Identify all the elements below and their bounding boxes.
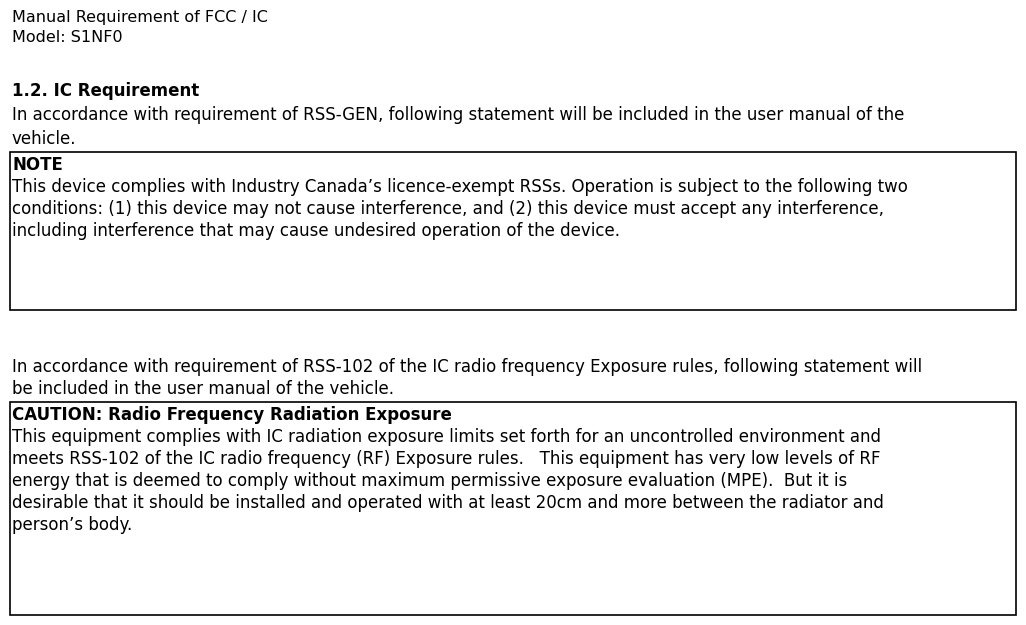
Bar (10, 402, 1016, 615)
Bar (10, 152, 1016, 310)
Text: Manual Requirement of FCC / IC: Manual Requirement of FCC / IC (12, 10, 268, 25)
Text: conditions: (1) this device may not cause interference, and (2) this device must: conditions: (1) this device may not caus… (12, 200, 884, 218)
Text: vehicle.: vehicle. (12, 130, 77, 148)
Text: In accordance with requirement of RSS-102 of the IC radio frequency Exposure rul: In accordance with requirement of RSS-10… (12, 358, 922, 376)
Text: This device complies with Industry Canada’s licence-exempt RSSs. Operation is su: This device complies with Industry Canad… (12, 178, 908, 196)
Text: be included in the user manual of the vehicle.: be included in the user manual of the ve… (12, 380, 394, 398)
Text: energy that is deemed to comply without maximum permissive exposure evaluation (: energy that is deemed to comply without … (12, 472, 847, 490)
Text: including interference that may cause undesired operation of the device.: including interference that may cause un… (12, 222, 620, 240)
Text: person’s body.: person’s body. (12, 516, 132, 534)
Text: CAUTION: Radio Frequency Radiation Exposure: CAUTION: Radio Frequency Radiation Expos… (12, 406, 451, 424)
Text: This equipment complies with IC radiation exposure limits set forth for an uncon: This equipment complies with IC radiatio… (12, 428, 881, 446)
Text: Model: S1NF0: Model: S1NF0 (12, 30, 123, 45)
Text: 1.2. IC Requirement: 1.2. IC Requirement (12, 82, 199, 100)
Text: NOTE: NOTE (12, 156, 63, 174)
Text: meets RSS-102 of the IC radio frequency (RF) Exposure rules.   This equipment ha: meets RSS-102 of the IC radio frequency … (12, 450, 880, 468)
Text: In accordance with requirement of RSS-GEN, following statement will be included : In accordance with requirement of RSS-GE… (12, 106, 904, 124)
Text: desirable that it should be installed and operated with at least 20cm and more b: desirable that it should be installed an… (12, 494, 883, 512)
